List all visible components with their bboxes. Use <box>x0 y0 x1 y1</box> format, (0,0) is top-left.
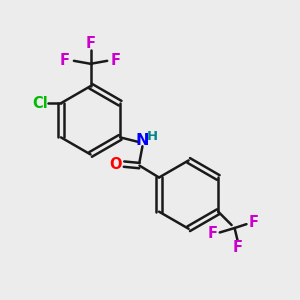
Text: H: H <box>146 130 158 143</box>
Text: Cl: Cl <box>32 96 48 111</box>
Text: F: F <box>249 215 259 230</box>
Text: F: F <box>232 239 243 254</box>
Text: F: F <box>111 53 121 68</box>
Text: O: O <box>110 157 122 172</box>
Text: F: F <box>85 36 96 51</box>
Text: N: N <box>136 133 149 148</box>
Text: F: F <box>207 226 217 242</box>
Text: F: F <box>60 53 70 68</box>
